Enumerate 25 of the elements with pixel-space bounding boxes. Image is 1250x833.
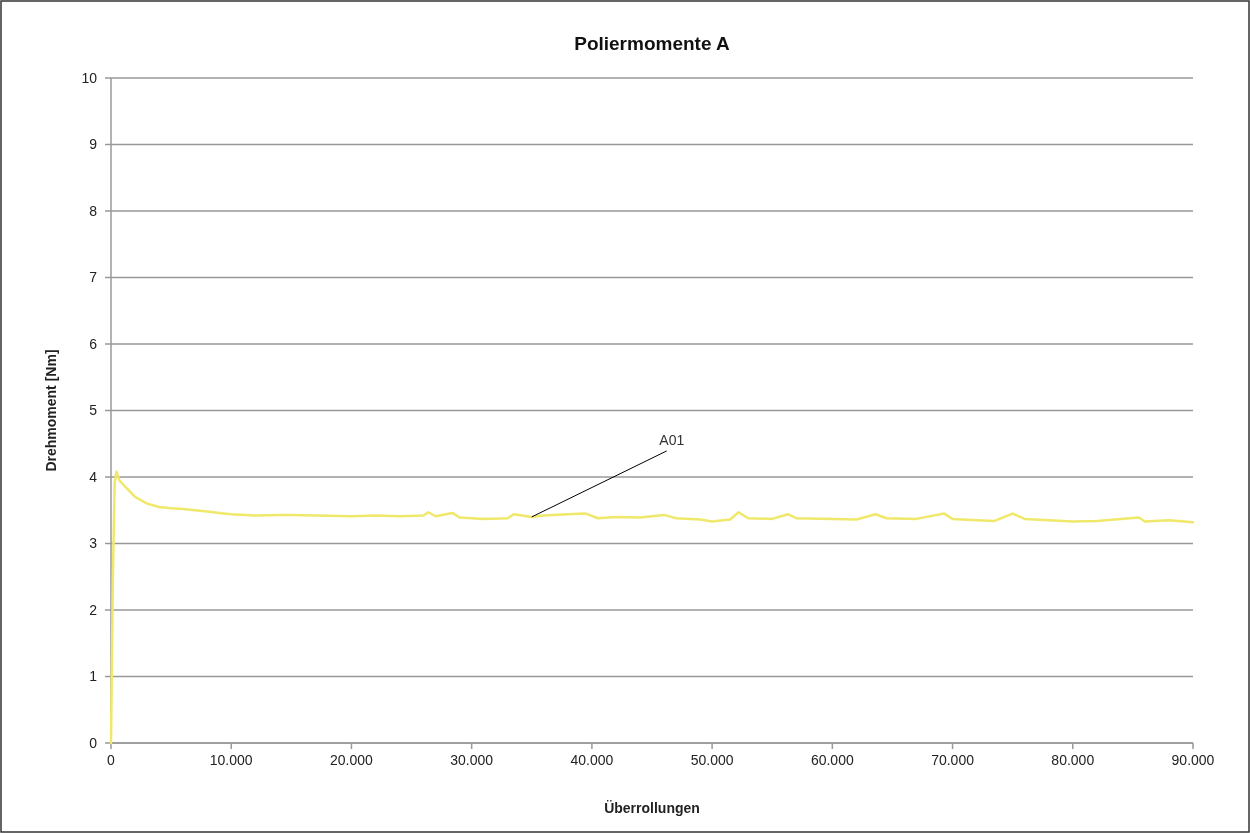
x-tick-label: 60.000 [810, 752, 854, 768]
y-axis-title: Drehmoment [Nm] [43, 349, 59, 472]
x-tick-label: 40.000 [570, 752, 614, 768]
x-tick-label: 0 [107, 752, 116, 768]
y-tick-label: 5 [89, 402, 98, 419]
y-tick-label: 8 [89, 202, 98, 219]
y-tick-label: 0 [89, 734, 98, 751]
x-axis-title: Überrollungen [604, 800, 700, 816]
y-tick-label: 4 [89, 468, 98, 485]
y-tick-label: 9 [89, 136, 98, 153]
x-tick-label: 10.000 [209, 752, 253, 768]
x-tick-label: 80.000 [1051, 752, 1095, 768]
y-tick-label: 7 [89, 269, 98, 286]
x-tick-label: 30.000 [450, 752, 494, 768]
x-tick-label: 90.000 [1171, 752, 1215, 768]
y-tick-label: 6 [89, 335, 98, 352]
x-tick-label: 50.000 [690, 752, 734, 768]
y-tick-label: 3 [89, 535, 98, 552]
y-tick-label: 10 [81, 69, 98, 86]
chart-title: Poliermomente A [574, 33, 731, 54]
x-tick-label: 70.000 [931, 752, 975, 768]
y-tick-label: 2 [89, 601, 98, 618]
y-tick-label: 1 [89, 668, 98, 685]
annotation: A01 [659, 431, 685, 448]
x-tick-label: 20.000 [330, 752, 374, 768]
